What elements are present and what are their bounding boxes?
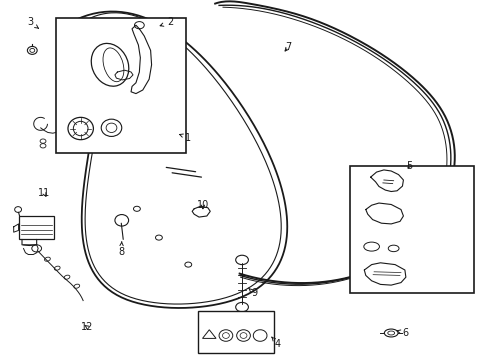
Text: 10: 10 (196, 200, 209, 210)
Text: 6: 6 (396, 328, 408, 338)
Bar (349, 166, 473, 293)
Text: 12: 12 (81, 322, 93, 332)
Text: 8: 8 (118, 242, 124, 257)
Text: 11: 11 (38, 188, 50, 198)
Text: 9: 9 (248, 288, 257, 298)
Text: 1: 1 (179, 132, 191, 143)
Bar (19, 216, 54, 239)
Text: 7: 7 (285, 42, 291, 52)
Text: 3: 3 (27, 17, 39, 28)
Text: 5: 5 (406, 161, 412, 171)
Text: 2: 2 (160, 17, 173, 27)
Bar (198, 311, 273, 353)
Bar (56, 18, 185, 153)
Text: 4: 4 (271, 337, 280, 349)
